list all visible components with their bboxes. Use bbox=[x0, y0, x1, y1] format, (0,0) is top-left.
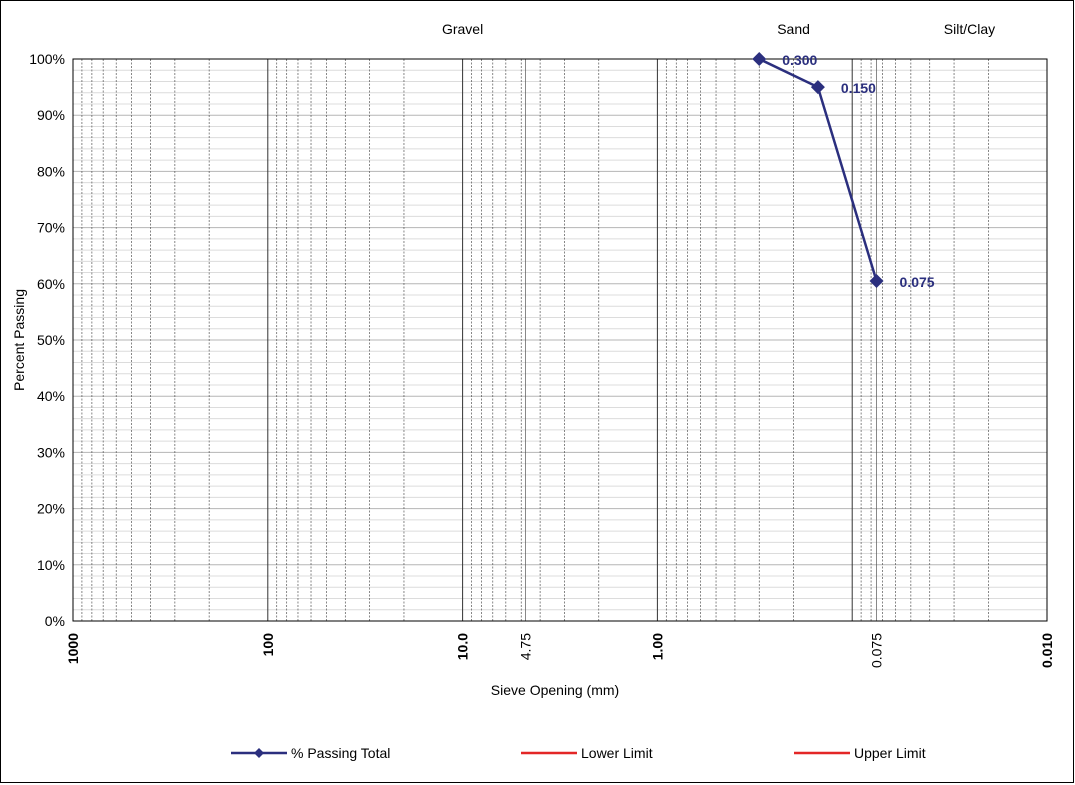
x-axis-ticks: 1000 100 10.0 4.75 1.00 0.075 0.010 bbox=[65, 633, 1055, 668]
y-axis-ticks: 0% 10% 20% 30% 40% 50% 60% 70% 80% 90% 100% bbox=[29, 51, 65, 629]
legend-label: % Passing Total bbox=[291, 745, 390, 761]
y-tick-label: 90% bbox=[37, 107, 65, 123]
x-tick-label: 0.010 bbox=[1039, 633, 1055, 668]
soil-zone-labels: Gravel Sand Silt/Clay bbox=[442, 21, 995, 37]
legend-label: Lower Limit bbox=[581, 745, 653, 761]
zone-label: Silt/Clay bbox=[944, 21, 995, 37]
y-tick-label: 10% bbox=[37, 557, 65, 573]
x-tick-label: 1000 bbox=[65, 633, 81, 664]
data-series: 0.300 0.150 0.075 bbox=[752, 52, 935, 290]
x-tick-label: 1.00 bbox=[649, 633, 665, 660]
legend: % Passing Total Lower Limit Upper Limit bbox=[231, 745, 926, 761]
y-tick-label: 100% bbox=[29, 51, 65, 67]
y-tick-label: 80% bbox=[37, 163, 65, 179]
y-tick-label: 50% bbox=[37, 332, 65, 348]
plot-area-border bbox=[72, 58, 1048, 622]
data-point bbox=[869, 273, 884, 288]
x-tick-label: 100 bbox=[260, 633, 276, 657]
y-tick-label: 70% bbox=[37, 220, 65, 236]
x-tick-label: 0.075 bbox=[869, 633, 885, 668]
zone-label: Sand bbox=[777, 21, 810, 37]
legend-label: Upper Limit bbox=[854, 745, 926, 761]
x-axis-title: Sieve Opening (mm) bbox=[491, 682, 619, 698]
data-label: 0.075 bbox=[900, 274, 935, 290]
legend-marker bbox=[254, 748, 264, 758]
y-tick-label: 30% bbox=[37, 444, 65, 460]
x-tick-label: 10.0 bbox=[455, 633, 471, 660]
data-label: 0.300 bbox=[782, 52, 817, 68]
y-tick-label: 40% bbox=[37, 388, 65, 404]
data-label: 0.150 bbox=[841, 80, 876, 96]
x-tick-label: 4.75 bbox=[518, 633, 534, 660]
y-tick-label: 20% bbox=[37, 501, 65, 517]
y-tick-label: 60% bbox=[37, 276, 65, 292]
grid bbox=[73, 59, 1048, 621]
zone-label: Gravel bbox=[442, 21, 483, 37]
data-point bbox=[810, 80, 825, 95]
y-axis-title: Percent Passing bbox=[11, 289, 27, 391]
data-point bbox=[752, 52, 767, 66]
y-tick-label: 0% bbox=[45, 613, 65, 629]
